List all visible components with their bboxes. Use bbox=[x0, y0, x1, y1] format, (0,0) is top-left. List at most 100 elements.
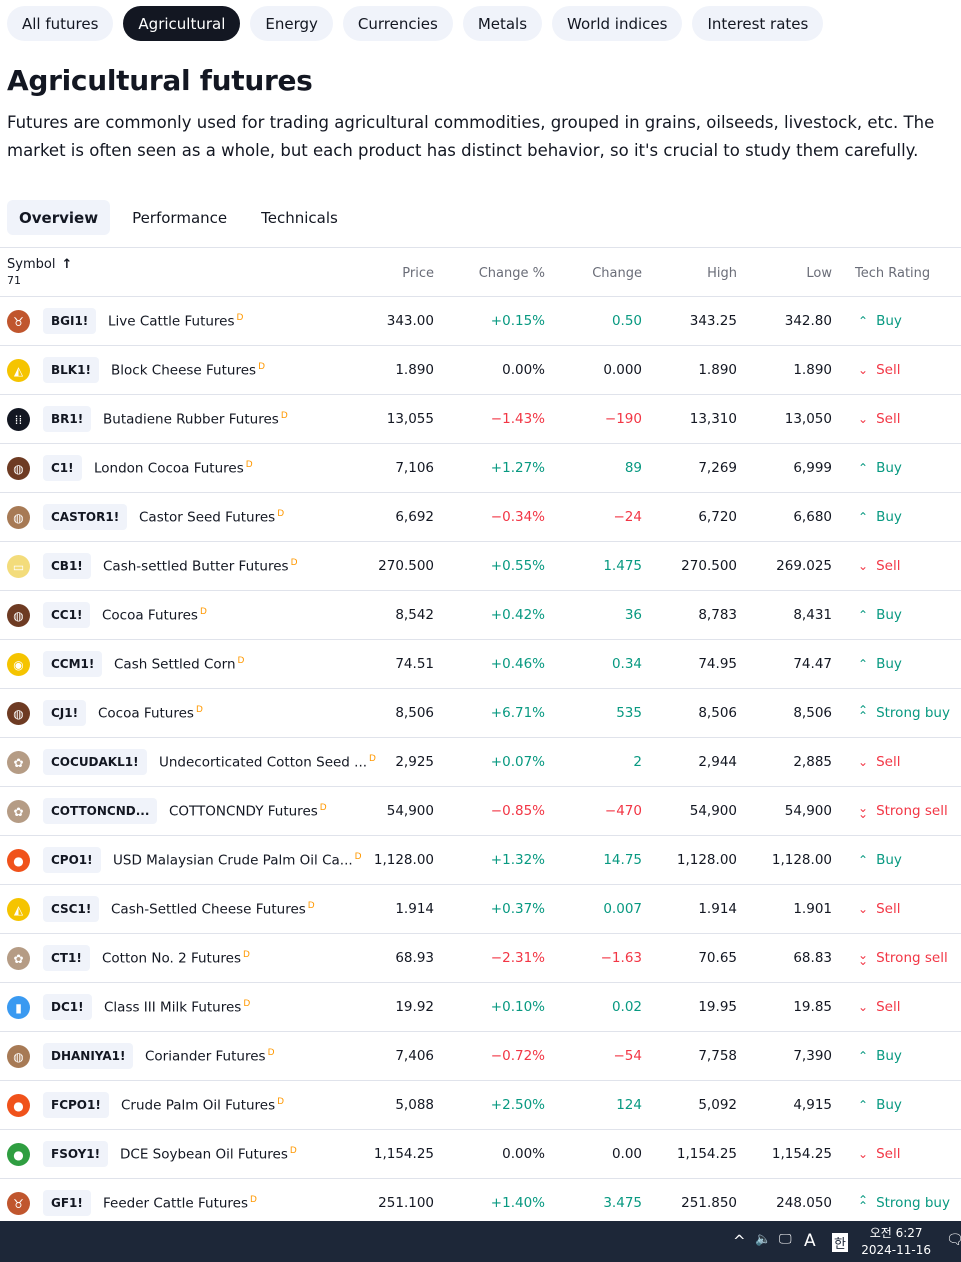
clock-time: 오전 6:27 bbox=[869, 1226, 923, 1240]
volume-icon[interactable]: 🔈 bbox=[755, 1232, 772, 1247]
instrument-name[interactable]: Cocoa Futures D bbox=[98, 705, 203, 722]
tech-rating: ⌄ Sell bbox=[858, 558, 900, 574]
table-row[interactable]: ▭ CB1! Cash-settled Butter Futures D 270.500… bbox=[0, 542, 961, 591]
change-percent-cell: +6.71% bbox=[490, 705, 545, 721]
instrument-name[interactable]: Cash-Settled Cheese Futures D bbox=[111, 901, 315, 918]
category-tab-all-futures[interactable]: All futures bbox=[7, 6, 114, 41]
ticker-badge[interactable]: CPO1! bbox=[43, 847, 101, 873]
table-row[interactable]: ▮ DC1! Class III Milk Futures D 19.92 +0.10% 0… bbox=[0, 983, 961, 1032]
low-cell: 2,885 bbox=[793, 754, 832, 770]
ticker-badge[interactable]: COTTONCND... bbox=[43, 798, 158, 824]
instrument-name[interactable]: Crude Palm Oil Futures D bbox=[121, 1097, 284, 1114]
instrument-name[interactable]: Live Cattle Futures D bbox=[108, 313, 243, 330]
notification-icon[interactable]: 🗨 bbox=[946, 1232, 961, 1248]
change-cell: −54 bbox=[613, 1048, 643, 1064]
low-header[interactable]: Low bbox=[806, 266, 832, 281]
ticker-badge[interactable]: FCPO1! bbox=[43, 1092, 109, 1118]
instrument-name[interactable]: Castor Seed Futures D bbox=[139, 509, 284, 526]
instrument-name[interactable]: COTTONCNDY Futures D bbox=[169, 803, 327, 820]
tech-rating-label: Sell bbox=[876, 411, 901, 427]
ticker-badge[interactable]: BLK1! bbox=[43, 357, 99, 383]
double-chevron-up-icon: ⌃ ⌃ bbox=[858, 1193, 869, 1213]
ticker-badge[interactable]: CC1! bbox=[43, 602, 91, 628]
category-tab-currencies[interactable]: Currencies bbox=[342, 6, 453, 41]
ticker-badge[interactable]: BGI1! bbox=[43, 308, 97, 334]
table-row[interactable]: ◍ CASTOR1! Castor Seed Futures D 6,692 −0.34%… bbox=[0, 493, 961, 542]
ticker-badge[interactable]: GF1! bbox=[43, 1190, 91, 1216]
tech-rating: ⌄ Sell bbox=[858, 999, 900, 1015]
ime-indicator[interactable]: 한 bbox=[832, 1233, 848, 1252]
high-header[interactable]: High bbox=[707, 266, 737, 281]
table-row[interactable]: ◉ CCM1! Cash Settled Corn D 74.51 +0.46% 0.34 7… bbox=[0, 640, 961, 689]
instrument-name[interactable]: Coriander Futures D bbox=[145, 1048, 275, 1065]
table-row[interactable]: ● CPO1! USD Malaysian Crude Palm Oil Ca...… bbox=[0, 836, 961, 885]
table-row[interactable]: ● FCPO1! Crude Palm Oil Futures D 5,088 +2.50… bbox=[0, 1081, 961, 1130]
input-mode-indicator[interactable]: A bbox=[804, 1231, 816, 1251]
table-row[interactable]: ◍ CC1! Cocoa Futures D 8,542 +0.42% 36 8,783 8,4… bbox=[0, 591, 961, 640]
ticker-badge[interactable]: BR1! bbox=[43, 406, 92, 432]
category-tab-agricultural[interactable]: Agricultural bbox=[123, 6, 241, 41]
system-clock[interactable]: 오전 6:27 2024-11-16 bbox=[861, 1225, 931, 1259]
table-row[interactable]: ◍ DHANIYA1! Coriander Futures D 7,406 −0.72% −… bbox=[0, 1032, 961, 1081]
table-row[interactable]: ♉ BGI1! Live Cattle Futures D 343.00 +0.15% 0.… bbox=[0, 297, 961, 346]
tab-performance[interactable]: Performance bbox=[132, 208, 228, 227]
ticker-badge[interactable]: CSC1! bbox=[43, 896, 100, 922]
instrument-name[interactable]: London Cocoa Futures D bbox=[94, 460, 253, 477]
instrument-name[interactable]: Cocoa Futures D bbox=[102, 607, 207, 624]
table-row[interactable]: ⁞⁞ BR1! Butadiene Rubber Futures D 13,055 −1.… bbox=[0, 395, 961, 444]
symbol-header[interactable]: Symbol ↑ 71 bbox=[7, 257, 72, 289]
change-header[interactable]: Change bbox=[592, 266, 642, 281]
table-row[interactable]: ♉ GF1! Feeder Cattle Futures D 251.100 +1.40%… bbox=[0, 1179, 961, 1228]
table-row[interactable]: ◍ CJ1! Cocoa Futures D 8,506 +6.71% 535 8,506 8,… bbox=[0, 689, 961, 738]
category-tab-world-indices[interactable]: World indices bbox=[552, 6, 683, 41]
ticker-badge[interactable]: COCUDAKL1! bbox=[43, 749, 147, 775]
price-header[interactable]: Price bbox=[402, 266, 434, 281]
ticker-badge[interactable]: CJ1! bbox=[43, 700, 87, 726]
ticker-badge[interactable]: C1! bbox=[43, 455, 82, 481]
tech-rating: ⌃ Buy bbox=[858, 509, 902, 525]
instrument-name[interactable]: Undecorticated Cotton Seed ... D bbox=[159, 754, 376, 771]
table-row[interactable]: ✿ CT1! Cotton No. 2 Futures D 68.93 −2.31% −1.… bbox=[0, 934, 961, 983]
tab-technicals[interactable]: Technicals bbox=[261, 208, 338, 227]
table-row[interactable]: ◭ CSC1! Cash-Settled Cheese Futures D 1.914 +… bbox=[0, 885, 961, 934]
ticker-badge[interactable]: CB1! bbox=[43, 553, 91, 579]
corn-icon: ◉ bbox=[7, 653, 30, 676]
ticker-badge[interactable]: FSOY1! bbox=[43, 1141, 109, 1167]
price-cell: 5,088 bbox=[395, 1097, 434, 1113]
category-tab-metals[interactable]: Metals bbox=[462, 6, 543, 41]
ticker-badge[interactable]: CCM1! bbox=[43, 651, 103, 677]
ticker-badge[interactable]: CT1! bbox=[43, 945, 90, 971]
tray-overflow-icon[interactable]: ^ bbox=[733, 1232, 746, 1250]
tech-rating-header[interactable]: Tech Rating bbox=[855, 266, 931, 281]
table-row[interactable]: ◍ C1! London Cocoa Futures D 7,106 +1.27% 89 7,… bbox=[0, 444, 961, 493]
network-icon[interactable]: 🖵 bbox=[779, 1232, 792, 1247]
change-cell: 0.007 bbox=[603, 901, 642, 917]
instrument-name[interactable]: Class III Milk Futures D bbox=[104, 999, 250, 1016]
tech-rating: ⌃ ⌃ Strong buy bbox=[858, 1193, 950, 1213]
table-row[interactable]: ✿ COTTONCND... COTTONCNDY Futures D 54,900 −0… bbox=[0, 787, 961, 836]
ticker-badge[interactable]: DHANIYA1! bbox=[43, 1043, 134, 1069]
delayed-data-marker: D bbox=[354, 852, 362, 862]
tab-overview[interactable]: Overview bbox=[7, 200, 111, 235]
instrument-name[interactable]: Cash Settled Corn D bbox=[114, 656, 244, 673]
change-pct-header[interactable]: Change % bbox=[478, 266, 545, 281]
table-row[interactable]: ◭ BLK1! Block Cheese Futures D 1.890 0.00% 0.0… bbox=[0, 346, 961, 395]
tech-rating-label: Buy bbox=[876, 852, 902, 868]
ticker-badge[interactable]: CASTOR1! bbox=[43, 504, 128, 530]
instrument-name[interactable]: DCE Soybean Oil Futures D bbox=[120, 1146, 297, 1163]
instrument-name[interactable]: Feeder Cattle Futures D bbox=[103, 1195, 257, 1212]
instrument-name-text: Cotton No. 2 Futures bbox=[102, 950, 241, 967]
category-tab-energy[interactable]: Energy bbox=[250, 6, 333, 41]
instrument-name[interactable]: Block Cheese Futures D bbox=[111, 362, 265, 379]
ticker-badge[interactable]: DC1! bbox=[43, 994, 92, 1020]
instrument-name[interactable]: Cotton No. 2 Futures D bbox=[102, 950, 250, 967]
instrument-name[interactable]: Cash-settled Butter Futures D bbox=[103, 558, 298, 575]
table-row[interactable]: ✿ COCUDAKL1! Undecorticated Cotton Seed ..… bbox=[0, 738, 961, 787]
table-row[interactable]: ● FSOY1! DCE Soybean Oil Futures D 1,154.25 0… bbox=[0, 1130, 961, 1179]
instrument-name[interactable]: USD Malaysian Crude Palm Oil Ca... D bbox=[113, 852, 362, 869]
tech-rating-label: Buy bbox=[876, 656, 902, 672]
high-cell: 19.95 bbox=[698, 999, 737, 1015]
change-cell: 89 bbox=[624, 460, 642, 476]
category-tab-interest-rates[interactable]: Interest rates bbox=[692, 6, 824, 41]
instrument-name[interactable]: Butadiene Rubber Futures D bbox=[103, 411, 288, 428]
